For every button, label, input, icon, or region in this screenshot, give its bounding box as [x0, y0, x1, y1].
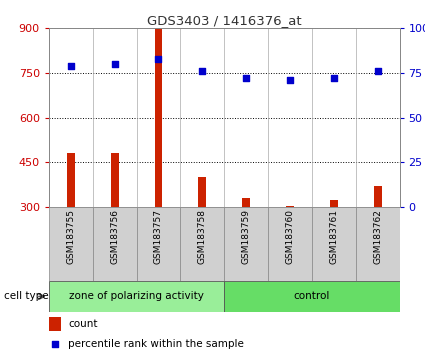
Text: percentile rank within the sample: percentile rank within the sample — [68, 339, 244, 349]
Bar — [374, 186, 382, 207]
Point — [51, 341, 58, 347]
Bar — [198, 177, 206, 207]
Point — [286, 77, 293, 83]
Bar — [155, 28, 162, 207]
Bar — [312, 207, 356, 281]
Text: GSM183755: GSM183755 — [66, 209, 75, 264]
Text: GSM183761: GSM183761 — [329, 209, 338, 264]
Bar — [268, 207, 312, 281]
Bar — [49, 281, 224, 312]
Text: cell type: cell type — [4, 291, 49, 302]
Point — [330, 75, 337, 81]
Bar — [93, 207, 136, 281]
Text: GSM183762: GSM183762 — [373, 209, 382, 264]
Point — [199, 68, 206, 74]
Bar — [136, 207, 180, 281]
Bar — [242, 198, 250, 207]
Point — [155, 56, 162, 62]
Text: GSM183759: GSM183759 — [241, 209, 251, 264]
Title: GDS3403 / 1416376_at: GDS3403 / 1416376_at — [147, 14, 301, 27]
Point — [68, 63, 74, 69]
Point — [374, 68, 381, 74]
Bar — [330, 200, 338, 207]
Text: count: count — [68, 319, 98, 329]
Bar — [286, 206, 294, 207]
Bar — [180, 207, 224, 281]
Text: GSM183756: GSM183756 — [110, 209, 119, 264]
Text: control: control — [294, 291, 330, 302]
Bar — [224, 207, 268, 281]
Bar — [356, 207, 399, 281]
Bar — [67, 153, 75, 207]
Bar — [110, 153, 119, 207]
Bar — [49, 317, 61, 331]
Text: zone of polarizing activity: zone of polarizing activity — [69, 291, 204, 302]
Point — [243, 75, 249, 81]
Text: GSM183757: GSM183757 — [154, 209, 163, 264]
Text: GSM183760: GSM183760 — [286, 209, 295, 264]
Bar — [224, 281, 400, 312]
Text: GSM183758: GSM183758 — [198, 209, 207, 264]
Point — [111, 61, 118, 67]
Bar — [49, 207, 93, 281]
